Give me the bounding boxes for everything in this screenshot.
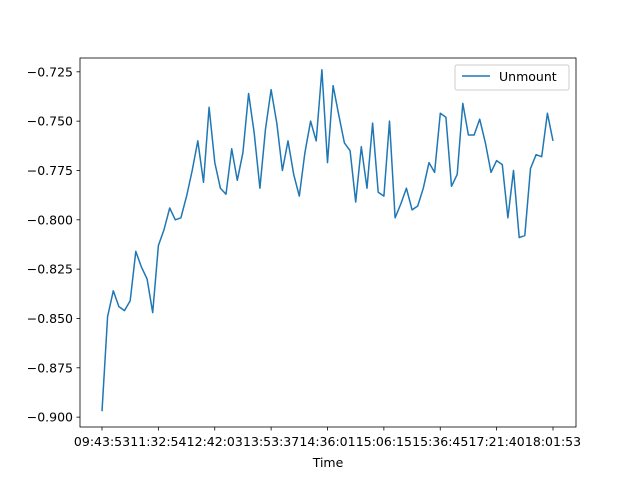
x-tick-label: 17:21:40: [469, 434, 525, 449]
legend-box: [454, 64, 570, 91]
x-axis-title: Time: [312, 455, 344, 470]
x-tick-label: 15:36:45: [412, 434, 468, 449]
y-tick-label: −0.900: [27, 410, 73, 425]
series-line-unmount: [101, 69, 554, 412]
x-tick-label: 09:43:53: [74, 434, 130, 449]
y-tick-label: −0.875: [27, 360, 73, 375]
y-tick-label: −0.750: [27, 114, 73, 129]
y-tick-label: −0.825: [27, 262, 73, 277]
y-axis: −0.900 −0.875 −0.850 −0.825 −0.800 −0.775 −0.7…: [27, 64, 80, 425]
y-tick-label: −0.800: [27, 212, 73, 227]
y-tick-label: −0.850: [27, 311, 73, 326]
legend: Unmount: [454, 64, 570, 91]
x-tick-label: 11:32:54: [130, 434, 186, 449]
y-tick-label: −0.725: [27, 64, 73, 79]
legend-label: Unmount: [499, 69, 557, 84]
x-tick-label: 13:53:37: [243, 434, 299, 449]
x-axis: 09:43:53 11:32:54 12:42:03 13:53:37 14:36:01…: [74, 427, 581, 449]
axes-frame: [79, 57, 577, 428]
x-tick-label: 12:42:03: [187, 434, 243, 449]
x-tick-label: 18:01:53: [525, 434, 581, 449]
plot-area: [79, 57, 577, 428]
x-tick-label: 14:36:01: [299, 434, 355, 449]
x-tick-label: 15:06:15: [356, 434, 412, 449]
y-tick-label: −0.775: [27, 163, 73, 178]
series-layer: [101, 69, 554, 412]
